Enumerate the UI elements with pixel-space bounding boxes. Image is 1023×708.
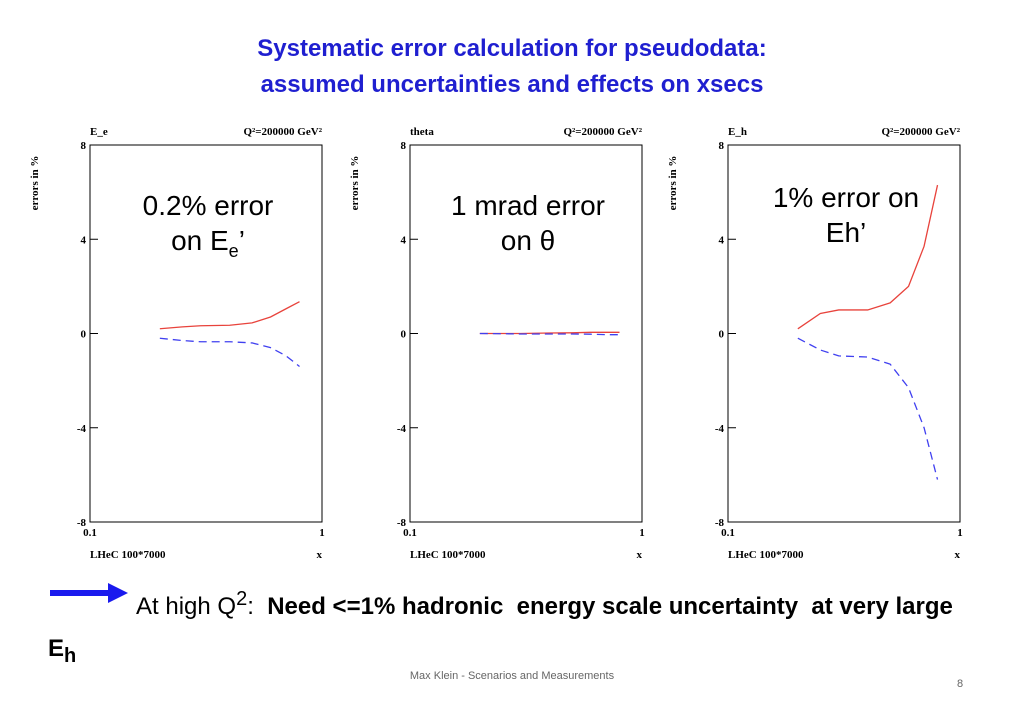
y-tick-label: -4 [397,423,407,435]
superscript: 2 [236,588,248,610]
annotation-subscript: e [229,241,239,261]
x-tick-label: 0.1 [83,527,97,539]
y-tick-label: 0 [719,329,725,341]
run-label: LHeC 100*7000 [90,549,166,561]
y-axis-label: errors in % [349,156,361,211]
panel-label: E_e [90,126,108,138]
x-tick-label: 0.1 [721,527,735,539]
y-tick-label: -4 [715,423,725,435]
series-line [159,301,300,330]
panel-label: theta [410,126,434,138]
y-axis-label: errors in % [29,156,41,211]
q2-label: Q²=200000 GeV² [243,126,322,138]
y-tick-label: 8 [719,140,725,152]
y-tick-label: 4 [401,234,407,246]
x-tick-label: 0.1 [403,527,417,539]
page-number: 8 [957,678,963,690]
annotation: on θ [501,225,556,256]
arrow-head [108,583,128,603]
series-line [479,331,620,335]
series-line [797,184,939,330]
x-axis-label: x [955,549,961,561]
annotation: 1% error on [773,182,919,213]
series-line [159,337,300,367]
x-axis-label: x [317,549,323,561]
y-axis-label: errors in % [667,156,679,211]
colon: : [247,593,254,620]
x-tick-label: 1 [957,527,963,539]
annotation-part: on θ [501,225,556,256]
x-tick-label: 1 [639,527,645,539]
conclusion: At high Q2: Need <=1% hadronic energy sc… [48,578,978,677]
y-tick-label: 4 [719,234,725,246]
title-line: Systematic error calculation for pseudod… [257,35,766,62]
title-line: assumed uncertainties and effects on xse… [261,71,764,98]
annotation-part: Eh’ [826,217,866,248]
y-tick-label: -8 [715,517,725,529]
annotation: 0.2% error [143,190,274,221]
y-tick-label: 0 [81,329,87,341]
y-tick-label: 8 [81,140,87,152]
subscript: h [64,644,77,667]
x-axis-label: x [637,549,643,561]
run-label: LHeC 100*7000 [410,549,486,561]
y-tick-label: 8 [401,140,407,152]
y-tick-label: -4 [77,423,87,435]
annotation: Eh’ [826,217,866,248]
y-tick-label: -8 [77,517,87,529]
series-line [797,337,939,480]
annotation-part: ’ [239,225,245,256]
y-tick-label: 4 [81,234,87,246]
run-label: LHeC 100*7000 [728,549,804,561]
y-tick-label: 0 [401,329,407,341]
annotation-part: on E [171,225,229,256]
annotation: on Ee’ [171,225,245,261]
q2-label: Q²=200000 GeV² [563,126,642,138]
conclusion-bold: Need <=1% hadronic energy scale uncertai… [48,593,960,662]
panel-label: E_h [728,126,747,138]
x-tick-label: 1 [319,527,325,539]
series-line [479,332,620,336]
conclusion-text: At high Q [136,593,237,620]
q2-label: Q²=200000 GeV² [881,126,960,138]
footer: Max Klein - Scenarios and Measurements [410,670,615,682]
annotation: 1 mrad error [451,190,605,221]
y-tick-label: -8 [397,517,407,529]
